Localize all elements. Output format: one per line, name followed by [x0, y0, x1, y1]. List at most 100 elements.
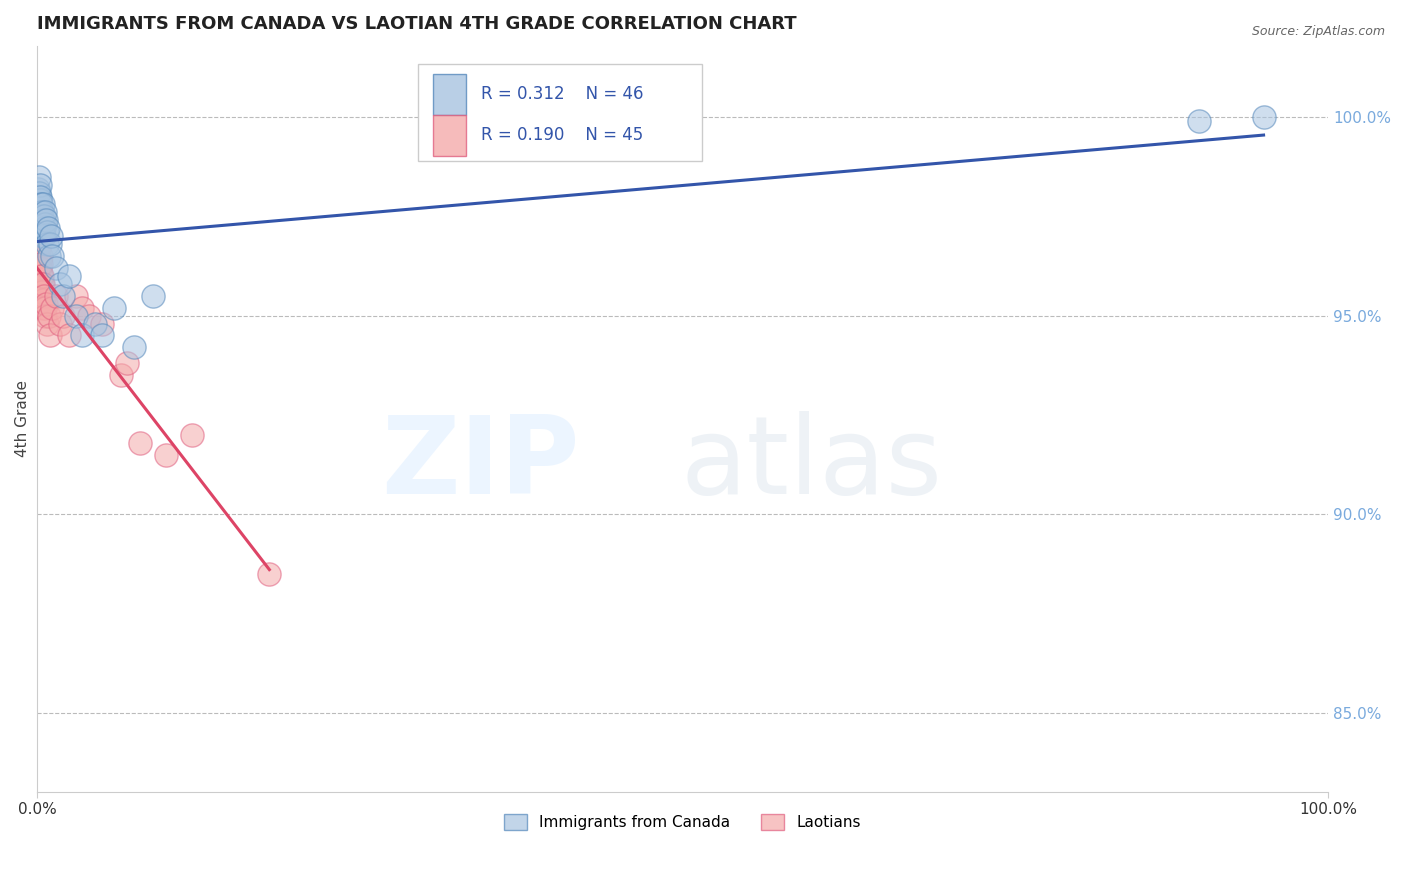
FancyBboxPatch shape	[433, 74, 465, 115]
Point	[31, 217, 53, 231]
Text: R = 0.190    N = 45: R = 0.190 N = 45	[481, 127, 644, 145]
Point	[35, 213, 58, 227]
Point	[30, 249, 52, 263]
Point	[38, 309, 60, 323]
Point	[52, 309, 75, 323]
Point	[28, 169, 51, 184]
Point	[58, 328, 80, 343]
Point	[32, 221, 55, 235]
Point	[38, 249, 60, 263]
Point	[31, 268, 53, 283]
Point	[37, 317, 59, 331]
Point	[49, 317, 72, 331]
Point	[90, 328, 112, 343]
Point	[32, 225, 55, 239]
Point	[41, 301, 63, 315]
Point	[155, 448, 177, 462]
Point	[84, 317, 107, 331]
Point	[52, 289, 75, 303]
Point	[45, 289, 67, 303]
Text: ZIP: ZIP	[381, 410, 579, 516]
Point	[65, 309, 87, 323]
Point	[77, 309, 100, 323]
FancyBboxPatch shape	[418, 64, 702, 161]
Point	[31, 213, 53, 227]
Text: Source: ZipAtlas.com: Source: ZipAtlas.com	[1251, 25, 1385, 38]
Point	[31, 293, 53, 307]
Point	[65, 289, 87, 303]
Point	[30, 210, 52, 224]
Point	[30, 221, 52, 235]
Point	[35, 296, 58, 310]
Point	[70, 328, 93, 343]
Point	[34, 217, 56, 231]
Point	[31, 205, 53, 219]
Point	[34, 309, 56, 323]
Point	[30, 197, 52, 211]
Point	[38, 237, 60, 252]
Point	[30, 260, 52, 275]
Point	[27, 237, 49, 252]
Point	[27, 189, 49, 203]
Point	[41, 249, 63, 263]
Point	[27, 249, 49, 263]
Point	[30, 189, 52, 203]
Point	[30, 205, 52, 219]
Point	[1188, 114, 1211, 128]
Point	[34, 229, 56, 244]
Point	[45, 260, 67, 275]
Point	[27, 260, 49, 275]
FancyBboxPatch shape	[433, 115, 465, 156]
Point	[32, 210, 55, 224]
Point	[28, 194, 51, 208]
Point	[58, 268, 80, 283]
Point	[30, 257, 52, 271]
Point	[129, 435, 152, 450]
Point	[32, 277, 55, 291]
Point	[31, 285, 53, 299]
Point	[39, 229, 62, 244]
Point	[28, 217, 51, 231]
Point	[28, 186, 51, 200]
Point	[37, 237, 59, 252]
Point	[38, 328, 60, 343]
Point	[30, 289, 52, 303]
Point	[117, 356, 139, 370]
Point	[34, 301, 56, 315]
Point	[27, 229, 49, 244]
Point	[103, 301, 125, 315]
Point	[90, 317, 112, 331]
Point	[49, 277, 72, 291]
Point	[27, 197, 49, 211]
Point	[28, 225, 51, 239]
Point	[31, 229, 53, 244]
Point	[259, 566, 281, 581]
Point	[1253, 110, 1275, 124]
Point	[122, 340, 145, 354]
Point	[28, 241, 51, 255]
Point	[28, 221, 51, 235]
Point	[28, 233, 51, 247]
Point	[30, 268, 52, 283]
Legend: Immigrants from Canada, Laotians: Immigrants from Canada, Laotians	[498, 808, 868, 837]
Point	[28, 178, 51, 192]
Point	[180, 427, 202, 442]
Text: IMMIGRANTS FROM CANADA VS LAOTIAN 4TH GRADE CORRELATION CHART: IMMIGRANTS FROM CANADA VS LAOTIAN 4TH GR…	[37, 15, 797, 33]
Point	[32, 301, 55, 315]
Point	[28, 229, 51, 244]
Text: R = 0.312    N = 46: R = 0.312 N = 46	[481, 85, 644, 103]
Point	[31, 277, 53, 291]
Y-axis label: 4th Grade: 4th Grade	[15, 380, 30, 458]
Point	[32, 289, 55, 303]
Point	[28, 253, 51, 268]
Point	[28, 237, 51, 252]
Point	[110, 368, 132, 383]
Point	[37, 221, 59, 235]
Point	[142, 289, 165, 303]
Point	[35, 225, 58, 239]
Point	[27, 181, 49, 195]
Point	[34, 205, 56, 219]
Point	[32, 197, 55, 211]
Text: atlas: atlas	[681, 410, 942, 516]
Point	[70, 301, 93, 315]
